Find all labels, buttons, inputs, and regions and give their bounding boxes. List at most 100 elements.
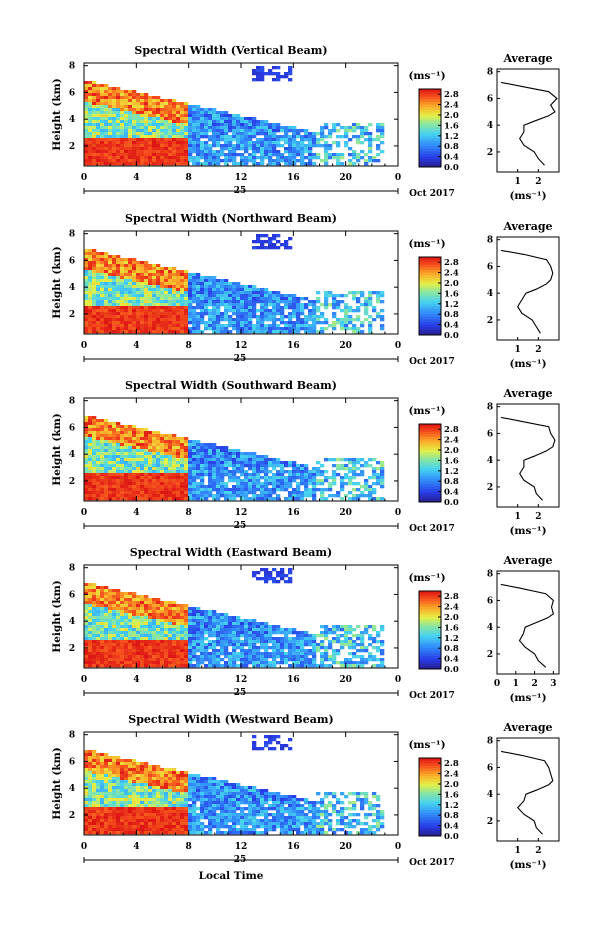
heatmap-cell (120, 607, 125, 611)
heatmap-cell (204, 123, 209, 127)
heatmap-cell (172, 153, 177, 157)
heatmap-cell (152, 159, 157, 163)
heatmap-cell (120, 434, 125, 438)
colorbar-tick-label: 0.8 (444, 310, 459, 320)
heatmap-cell (348, 153, 353, 157)
panel-title: Spectral Width (Southward Beam) (125, 379, 337, 392)
heatmap-cell (248, 144, 253, 148)
heatmap-cell (128, 282, 133, 286)
heatmap-cell (228, 306, 233, 310)
heatmap-cell (220, 150, 225, 154)
heatmap-cell (152, 315, 157, 319)
heatmap-cell (240, 634, 245, 638)
heatmap-cell (132, 258, 137, 262)
heatmap-cell (152, 443, 157, 447)
heatmap-cell (360, 473, 365, 477)
heatmap-cell (284, 132, 289, 136)
heatmap-cell (268, 303, 273, 307)
heatmap-cell (164, 458, 169, 462)
heatmap-cell (240, 488, 245, 492)
profile-x-tick-label: 1 (515, 177, 521, 187)
heatmap-cell (184, 114, 189, 118)
heatmap-cell (232, 455, 237, 459)
heatmap-cell (328, 488, 333, 492)
heatmap-cell (180, 297, 185, 301)
heatmap-cell (136, 488, 141, 492)
colorbar-segment (419, 280, 441, 284)
heatmap-cell (148, 437, 153, 441)
heatmap-cell (264, 138, 269, 142)
heatmap-cell (96, 467, 101, 471)
heatmap-cell (288, 461, 293, 465)
heatmap-cell (100, 491, 105, 495)
heatmap-cell (256, 300, 261, 304)
heatmap-cell (160, 473, 165, 477)
heatmap-cell (164, 279, 169, 283)
heatmap-cell (220, 473, 225, 477)
heatmap-cell (88, 497, 93, 501)
panel-3: Spectral Width (Eastward Beam)2468Height… (51, 546, 560, 704)
heatmap-cell (260, 159, 265, 163)
heatmap-cell (220, 126, 225, 130)
heatmap-cell (184, 156, 189, 160)
heatmap-cell (264, 491, 269, 495)
heatmap-cell (348, 467, 353, 471)
heatmap-cell (208, 449, 213, 453)
heatmap-cell (316, 156, 321, 160)
heatmap-cell (296, 303, 301, 307)
colorbar-segment (419, 426, 441, 430)
heatmap-cell (160, 303, 165, 307)
heatmap-cell (96, 613, 101, 617)
heatmap-cell (88, 306, 93, 310)
heatmap-cell (104, 285, 109, 289)
heatmap-cell (348, 318, 353, 322)
heatmap-cell (148, 470, 153, 474)
heatmap-cell (188, 458, 193, 462)
heatmap-cell (132, 455, 137, 459)
y-tick-label: 2 (69, 142, 75, 152)
heatmap-cell (192, 622, 197, 626)
heatmap-cell (304, 144, 309, 148)
heatmap-cell (128, 437, 133, 441)
heatmap-cell (160, 114, 165, 118)
heatmap-cell (272, 78, 277, 82)
heatmap-cell (116, 613, 121, 617)
heatmap-cell (120, 315, 125, 319)
panel-title: Spectral Width (Eastward Beam) (130, 546, 332, 559)
heatmap-cell (128, 643, 133, 647)
heatmap-cell (272, 132, 277, 136)
heatmap-cell (140, 282, 145, 286)
heatmap-cell (212, 643, 217, 647)
heatmap-cell (232, 619, 237, 623)
heatmap-cell (180, 282, 185, 286)
heatmap-cell (188, 141, 193, 145)
heatmap-cell (252, 297, 257, 301)
heatmap-cell (100, 321, 105, 325)
heatmap-cell (136, 294, 141, 298)
heatmap-cell (300, 303, 305, 307)
heatmap-cell (104, 135, 109, 139)
heatmap-cell (84, 129, 89, 133)
heatmap-cell (88, 123, 93, 127)
heatmap-cell (284, 485, 289, 489)
colorbar-tick-label: 2.0 (444, 279, 459, 289)
heatmap-cell (308, 470, 313, 474)
heatmap-cell (368, 132, 373, 136)
heatmap-cell (228, 664, 233, 668)
heatmap-cell (264, 144, 269, 148)
heatmap-cell (152, 476, 157, 480)
heatmap-cell (192, 105, 197, 109)
heatmap-cell (132, 135, 137, 139)
heatmap-cell (244, 464, 249, 468)
heatmap-cell (200, 634, 205, 638)
heatmap-cell (128, 625, 133, 629)
heatmap-cell (132, 294, 137, 298)
colorbar-tick-label: 1.6 (444, 121, 459, 131)
heatmap-cell (120, 288, 125, 292)
heatmap-cell (220, 476, 225, 480)
heatmap-cell (120, 285, 125, 289)
heatmap-cell (188, 150, 193, 154)
heatmap-cell (224, 455, 229, 459)
heatmap-cell (168, 141, 173, 145)
heatmap-cell (224, 141, 229, 145)
